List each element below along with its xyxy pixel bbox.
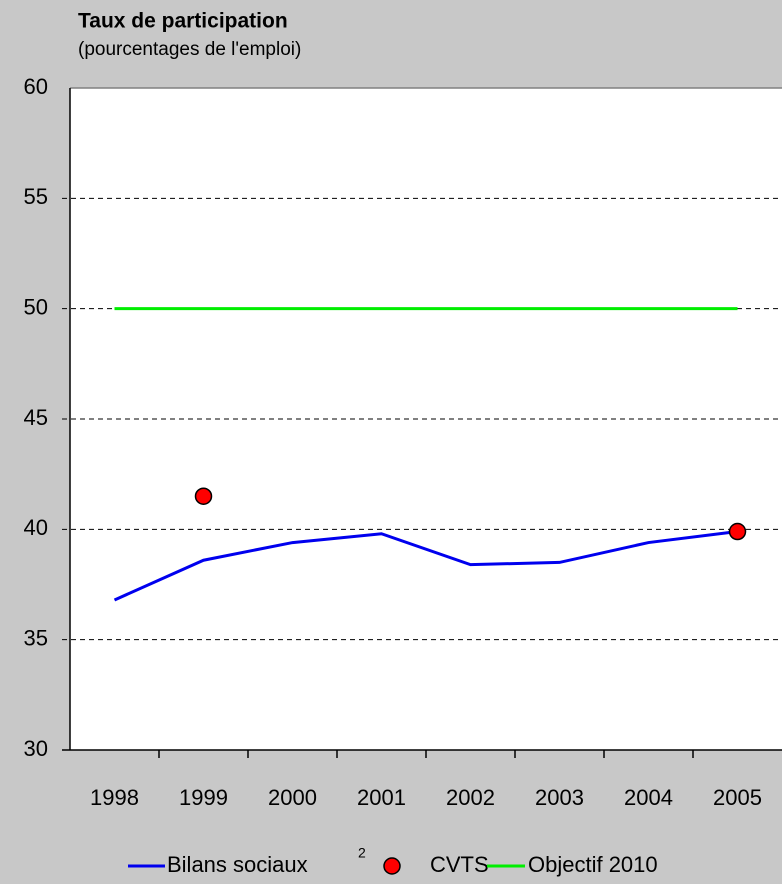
chart-title: Taux de participation bbox=[78, 10, 288, 33]
x-tick-label: 2000 bbox=[268, 785, 317, 810]
y-tick-label: 35 bbox=[24, 625, 48, 650]
legend-label: CVTS bbox=[430, 852, 489, 877]
chart-subtitle: (pourcentages de l'emploi) bbox=[78, 39, 301, 60]
legend-swatch bbox=[383, 857, 401, 875]
x-tick-label: 2002 bbox=[446, 785, 495, 810]
y-tick-label: 30 bbox=[24, 736, 48, 761]
x-tick-label: 2003 bbox=[535, 785, 584, 810]
y-tick-label: 50 bbox=[24, 294, 48, 319]
x-tick-label: 2004 bbox=[624, 785, 673, 810]
legend-label: Objectif 2010 bbox=[528, 852, 658, 877]
x-tick-label: 1999 bbox=[179, 785, 228, 810]
series-line bbox=[113, 530, 738, 602]
point bbox=[194, 487, 213, 505]
y-tick-label: 55 bbox=[24, 184, 48, 209]
point bbox=[728, 522, 747, 541]
y-tick-label: 40 bbox=[24, 515, 48, 540]
x-tick-label: 2001 bbox=[357, 785, 406, 810]
y-tick-label: 60 bbox=[24, 74, 48, 99]
x-tick-label: 2005 bbox=[713, 785, 762, 810]
legend-superscript: 2 bbox=[358, 845, 366, 861]
legend-label: Bilans sociaux bbox=[167, 852, 308, 877]
x-tick-label: 1998 bbox=[90, 785, 139, 810]
y-tick-label: 45 bbox=[24, 405, 48, 430]
